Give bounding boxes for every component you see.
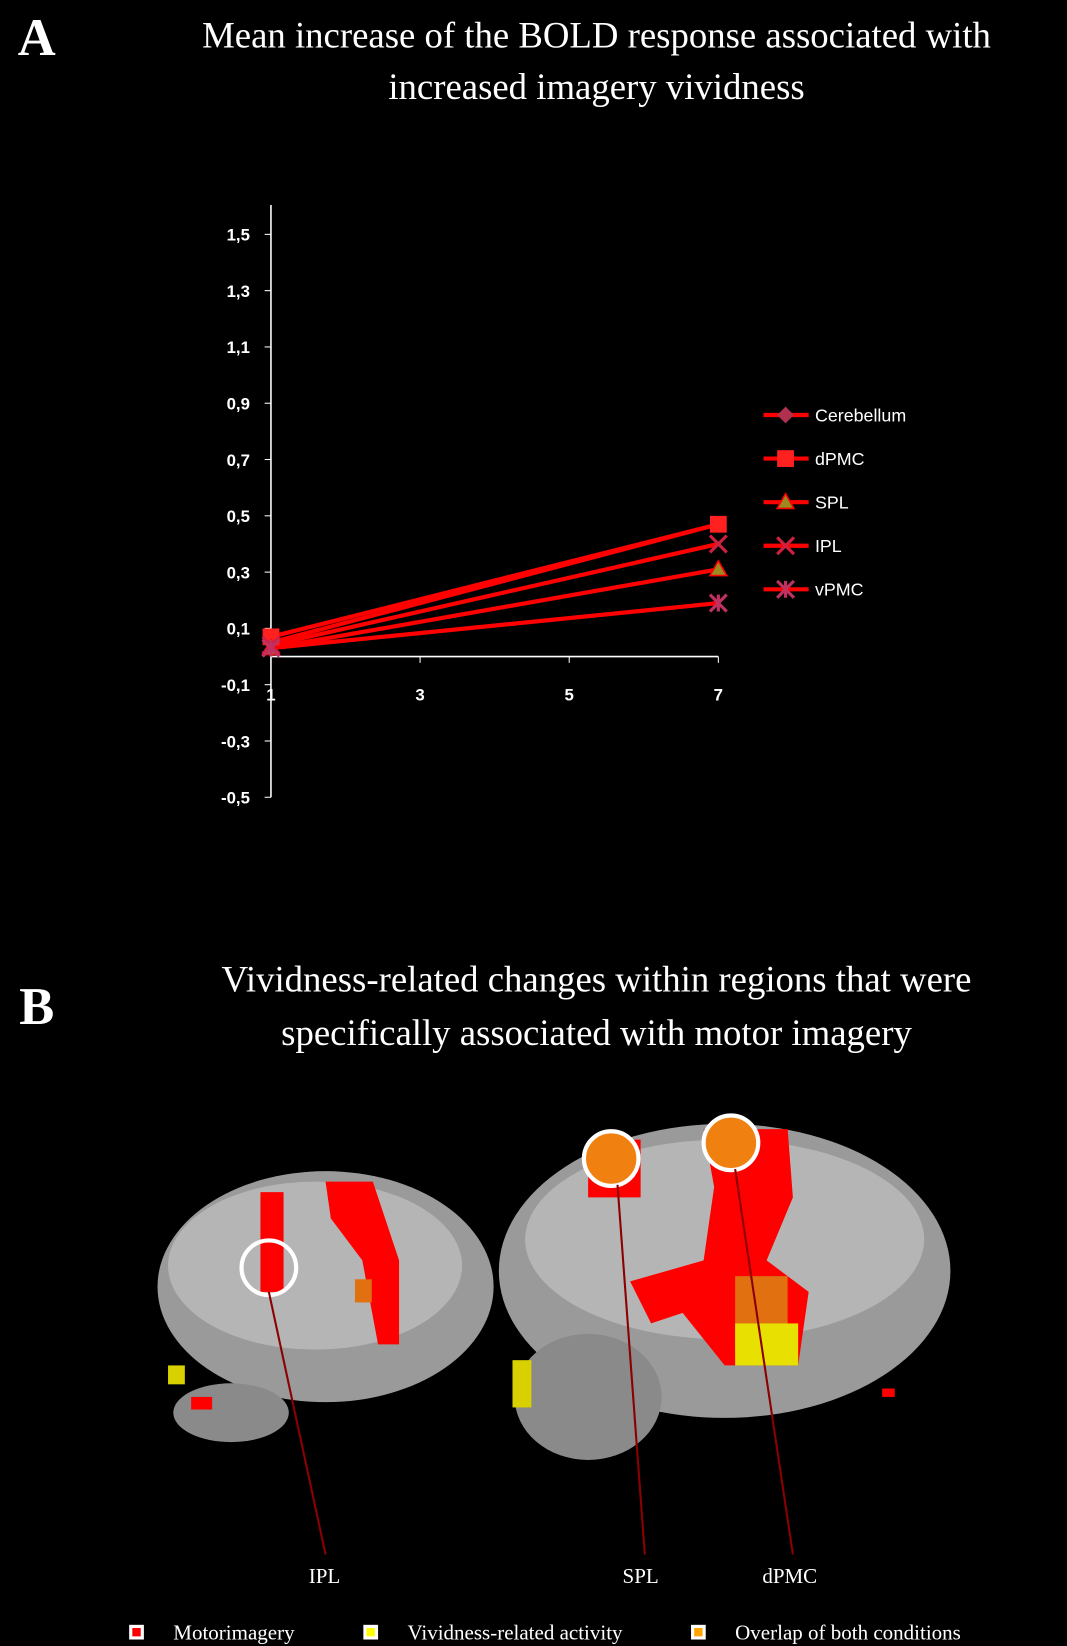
region-label: SPL xyxy=(623,1564,659,1588)
chart-title: increased imagery vividness xyxy=(388,66,804,107)
legend-entry: Cerebellum xyxy=(763,405,906,425)
legend-label: dPMC xyxy=(815,449,865,469)
legend-marker xyxy=(777,450,794,467)
panel-label: B xyxy=(19,978,54,1036)
y-tick-label: 1,5 xyxy=(227,226,250,245)
x-tick-label: 1 xyxy=(266,686,275,705)
y-tick-label: 0,1 xyxy=(227,620,250,639)
marker xyxy=(710,516,727,533)
region-label: dPMC xyxy=(762,1564,817,1588)
y-tick-label: 0,7 xyxy=(227,451,250,470)
legend-swatch-fill xyxy=(367,1628,375,1636)
region-label: IPL xyxy=(309,1564,341,1588)
y-tick-label: 0,9 xyxy=(227,395,250,414)
y-tick-label: 0,5 xyxy=(227,507,250,526)
y-tick-label: -0,5 xyxy=(221,789,250,808)
figure: A Mean increase of the BOLD response ass… xyxy=(0,0,1067,1646)
legend-label: vPMC xyxy=(815,580,864,600)
y-tick-label: 0,3 xyxy=(227,563,250,582)
x-tick-label: 7 xyxy=(714,686,723,705)
legend-label: Cerebellum xyxy=(815,405,906,425)
panel-title: specifically associated with motor image… xyxy=(281,1012,912,1053)
legend-swatch-fill xyxy=(694,1628,702,1636)
y-tick-label: -0,3 xyxy=(221,732,250,751)
y-tick-label: -0,1 xyxy=(221,676,250,695)
y-tick-label: 1,3 xyxy=(227,282,250,301)
legend-entry: dPMC xyxy=(763,449,864,469)
y-tick-label: 1,1 xyxy=(227,338,250,357)
x-tick-label: 5 xyxy=(565,686,574,705)
panel-title: Vividness-related changes within regions… xyxy=(222,959,972,1000)
legend-label: IPL xyxy=(815,536,842,556)
legend-label: SPL xyxy=(815,492,849,512)
legend-label: Vividness-related activity xyxy=(407,1621,623,1645)
panel-label: A xyxy=(18,9,56,67)
legend-swatch-fill xyxy=(132,1628,140,1636)
x-tick-label: 3 xyxy=(415,686,424,705)
legend-label: Overlap of both conditions xyxy=(735,1621,961,1645)
legend-label: Motorimagery xyxy=(173,1621,295,1645)
chart-title: Mean increase of the BOLD response assoc… xyxy=(202,14,991,55)
